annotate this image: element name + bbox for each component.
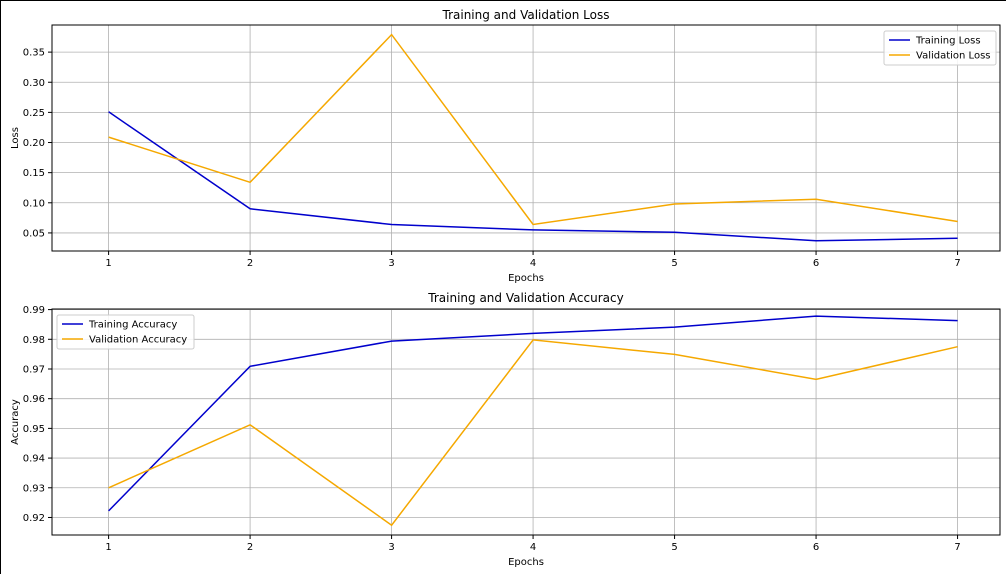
y-tick-label: 0.15 (23, 168, 45, 179)
chart-title: Training and Validation Loss (442, 8, 610, 22)
series-line-2 (108, 339, 958, 527)
y-tick-label: 0.97 (23, 364, 45, 375)
legend: Training Accuracy Validation Accuracy (56, 314, 195, 350)
y-tick-label: 0.30 (23, 78, 45, 89)
y-tick-label: 0.92 (23, 513, 45, 524)
series-line-1 (108, 315, 958, 512)
legend: Training Loss Validation Loss (883, 30, 997, 66)
plot-area-frame (51, 24, 1001, 252)
x-axis-label: Epochs (508, 557, 544, 568)
y-tick-label: 0.96 (23, 394, 45, 405)
series-line-2 (108, 33, 958, 226)
y-tick-label: 0.93 (23, 483, 45, 494)
plot-area-frame (51, 308, 1001, 536)
y-axis-label: Accuracy (10, 399, 21, 445)
chart-title: Training and Validation Accuracy (427, 291, 623, 305)
legend-label: Validation Accuracy (89, 335, 187, 346)
x-axis-label: Epochs (508, 273, 544, 284)
y-tick-label: 0.98 (23, 335, 45, 346)
y-axis-label: Loss (10, 127, 21, 149)
y-tick-label: 0.05 (23, 228, 45, 239)
x-tick-label: 1 (105, 258, 111, 269)
x-tick-label: 2 (247, 258, 253, 269)
x-tick-label: 7 (954, 258, 960, 269)
x-tick-label: 4 (530, 542, 536, 553)
legend-box (56, 314, 195, 350)
y-tick-label: 0.25 (23, 108, 45, 119)
x-tick-label: 5 (671, 542, 677, 553)
x-tick-label: 1 (105, 542, 111, 553)
legend-label: Validation Loss (916, 51, 991, 62)
series-line-1 (108, 111, 958, 242)
x-tick-label: 4 (530, 258, 536, 269)
x-tick-label: 7 (954, 542, 960, 553)
y-tick-label: 0.35 (23, 48, 45, 59)
y-tick-label: 0.95 (23, 424, 45, 435)
x-tick-label: 3 (388, 258, 394, 269)
chart-2: 1 2 3 4 5 6 7 0.92 0.93 0.94 0.95 0.96 0.97 0.98 0.99 T… (10, 291, 1001, 568)
x-tick-label: 2 (247, 542, 253, 553)
legend-label: Training Loss (915, 36, 981, 47)
legend-box (883, 30, 997, 66)
x-tick-label: 5 (671, 258, 677, 269)
x-tick-label: 6 (813, 542, 819, 553)
y-tick-label: 0.20 (23, 138, 45, 149)
legend-label: Training Accuracy (88, 320, 177, 331)
y-tick-label: 0.94 (23, 454, 45, 465)
x-tick-label: 3 (388, 542, 394, 553)
chart-1: 1 2 3 4 5 6 7 0.05 0.10 0.15 0.20 0.25 0.30 0.35 Train… (10, 8, 1001, 284)
y-tick-label: 0.99 (23, 305, 45, 316)
x-tick-label: 6 (813, 258, 819, 269)
y-tick-label: 0.10 (23, 198, 45, 209)
